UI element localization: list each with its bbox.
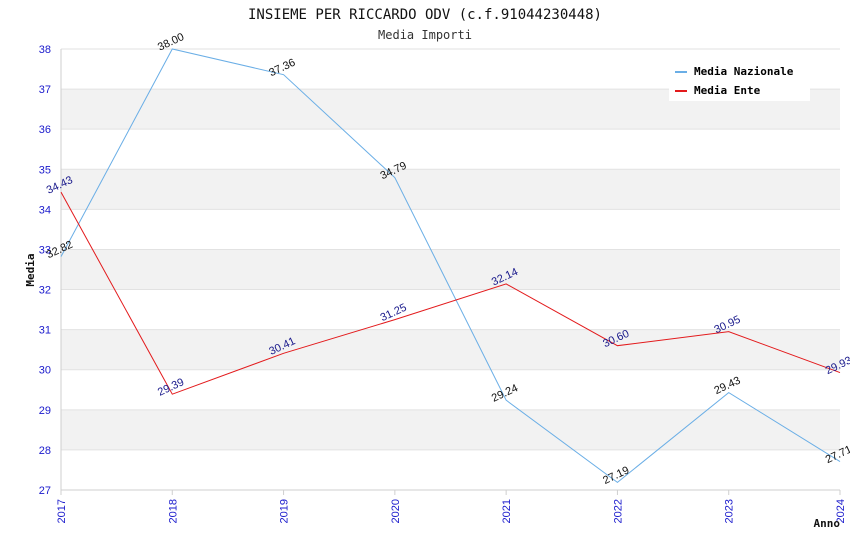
x-tick-label: 2018: [167, 499, 179, 523]
data-label-media-ente: 29.39: [156, 376, 186, 399]
y-tick-label: 31: [39, 325, 51, 337]
legend-label-media-ente: Media Ente: [694, 84, 761, 97]
axes: [60, 49, 840, 491]
y-tick-label: 33: [39, 244, 51, 256]
y-tick-label: 36: [39, 124, 51, 136]
series-lines: [60, 48, 841, 484]
grid-bands: [61, 89, 840, 450]
x-tick-label: 2019: [279, 499, 291, 523]
x-tick-label: 2021: [501, 499, 513, 523]
x-tick-label: 2020: [390, 499, 402, 523]
y-tick-label: 34: [39, 204, 51, 216]
y-tick-label: 32: [39, 285, 51, 297]
y-tick-label: 28: [39, 445, 51, 457]
legend-label-media-nazionale: Media Nazionale: [694, 65, 794, 78]
grid-band: [61, 409, 840, 450]
y-tick-label: 37: [39, 84, 51, 96]
y-tick-label: 38: [39, 44, 51, 56]
x-tick-label: 2017: [56, 499, 68, 523]
y-axis-ticks: 27 28 29 30 31 32 33 34 35 36 37 38: [39, 44, 51, 497]
x-tick-label: 2022: [612, 499, 624, 523]
x-tick-label: 2023: [724, 499, 736, 523]
data-label-media-nazionale: 29.24: [490, 382, 520, 405]
data-label-media-nazionale: 38.00: [156, 31, 186, 54]
x-tick-label: 2024: [835, 499, 847, 523]
y-tick-label: 27: [39, 485, 51, 497]
data-label-media-nazionale: 27.19: [601, 464, 631, 487]
chart-subtitle: Media Importi: [378, 28, 472, 42]
legend-box: [669, 59, 810, 101]
y-axis-label: Media: [24, 253, 37, 286]
y-tick-label: 29: [39, 405, 51, 417]
data-label-media-nazionale: 37.36: [267, 57, 297, 80]
y-tick-label: 30: [39, 365, 51, 377]
data-label-media-ente: 31.25: [379, 302, 409, 325]
legend: Media Nazionale Media Ente: [669, 59, 810, 101]
series-line-media-nazionale: [60, 48, 841, 484]
y-tick-label: 35: [39, 164, 51, 176]
grid-band: [61, 169, 840, 210]
chart-title: INSIEME PER RICCARDO ODV (c.f.9104423044…: [248, 7, 602, 23]
x-axis-label: Anno: [814, 517, 841, 530]
x-axis-ticks: 2017 2018 2019 2020 2021 2022 2023 2024: [56, 490, 847, 523]
grid-band: [61, 329, 840, 370]
series-line-media-ente: [60, 191, 841, 395]
grid-band: [61, 249, 840, 290]
